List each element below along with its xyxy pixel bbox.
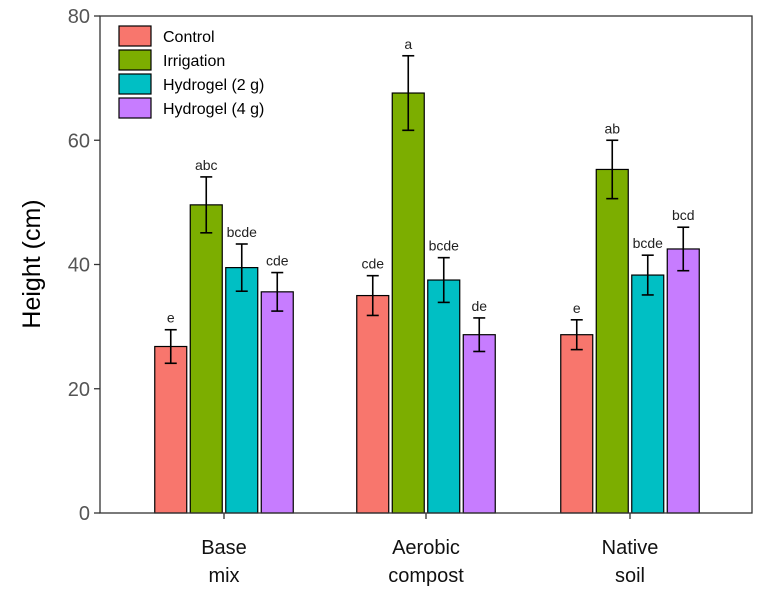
significance-letter: abc [195,157,218,173]
significance-letter: cde [361,256,384,272]
significance-letter: bcde [633,235,664,251]
legend-swatch [118,73,152,95]
legend: Control Irrigation Hydrogel (2 g) Hydrogel … [118,25,264,119]
legend-label: Hydrogel (2 g) [163,77,264,94]
significance-letter: de [471,298,487,314]
bar [154,345,188,514]
bar [356,294,390,514]
significance-letter: e [573,300,581,316]
x-tick-label-line: Aerobic [392,537,460,559]
x-tick-label: Base mix [201,537,247,587]
bar [666,248,700,514]
bar [595,168,629,514]
bar [391,92,425,514]
significance-letter: bcde [227,224,258,240]
y-tick-label: 0 [79,503,90,525]
y-tick-label: 60 [68,130,90,152]
significance-letter: cde [266,253,289,269]
error-bars-layer [164,54,690,365]
bars-layer [154,92,700,514]
significance-letter: ab [604,120,620,136]
y-tick-label: 20 [68,379,90,401]
x-tick-label-line: Base [201,537,247,559]
y-axis-title: Height (cm) [18,199,46,328]
x-axis: Base mix Aerobic compost Native soil [201,513,658,587]
bar [260,291,294,514]
legend-label: Control [163,29,215,46]
x-tick-label: Native soil [602,537,659,587]
bar [631,274,665,514]
bar [427,279,461,514]
legend-swatch [118,49,152,71]
bar [560,334,594,514]
y-axis: 0 20 40 60 80 [68,6,100,525]
legend-swatch [118,97,152,119]
x-tick-label-line: soil [615,565,645,587]
x-tick-label-line: compost [388,565,464,587]
x-tick-label: Aerobic compost [388,537,464,587]
significance-letter: bcd [672,207,695,223]
significance-letter: e [167,310,175,326]
bar [189,204,223,514]
bar [225,267,259,514]
x-tick-label-line: mix [208,565,239,587]
legend-swatch [118,25,152,47]
x-tick-label-line: Native [602,537,659,559]
bar [462,334,496,514]
significance-letter: bcde [429,238,460,254]
legend-label: Hydrogel (4 g) [163,101,264,118]
legend-label: Irrigation [163,53,225,70]
significance-letter: a [404,36,412,52]
y-tick-label: 40 [68,255,90,277]
y-tick-label: 80 [68,6,90,28]
